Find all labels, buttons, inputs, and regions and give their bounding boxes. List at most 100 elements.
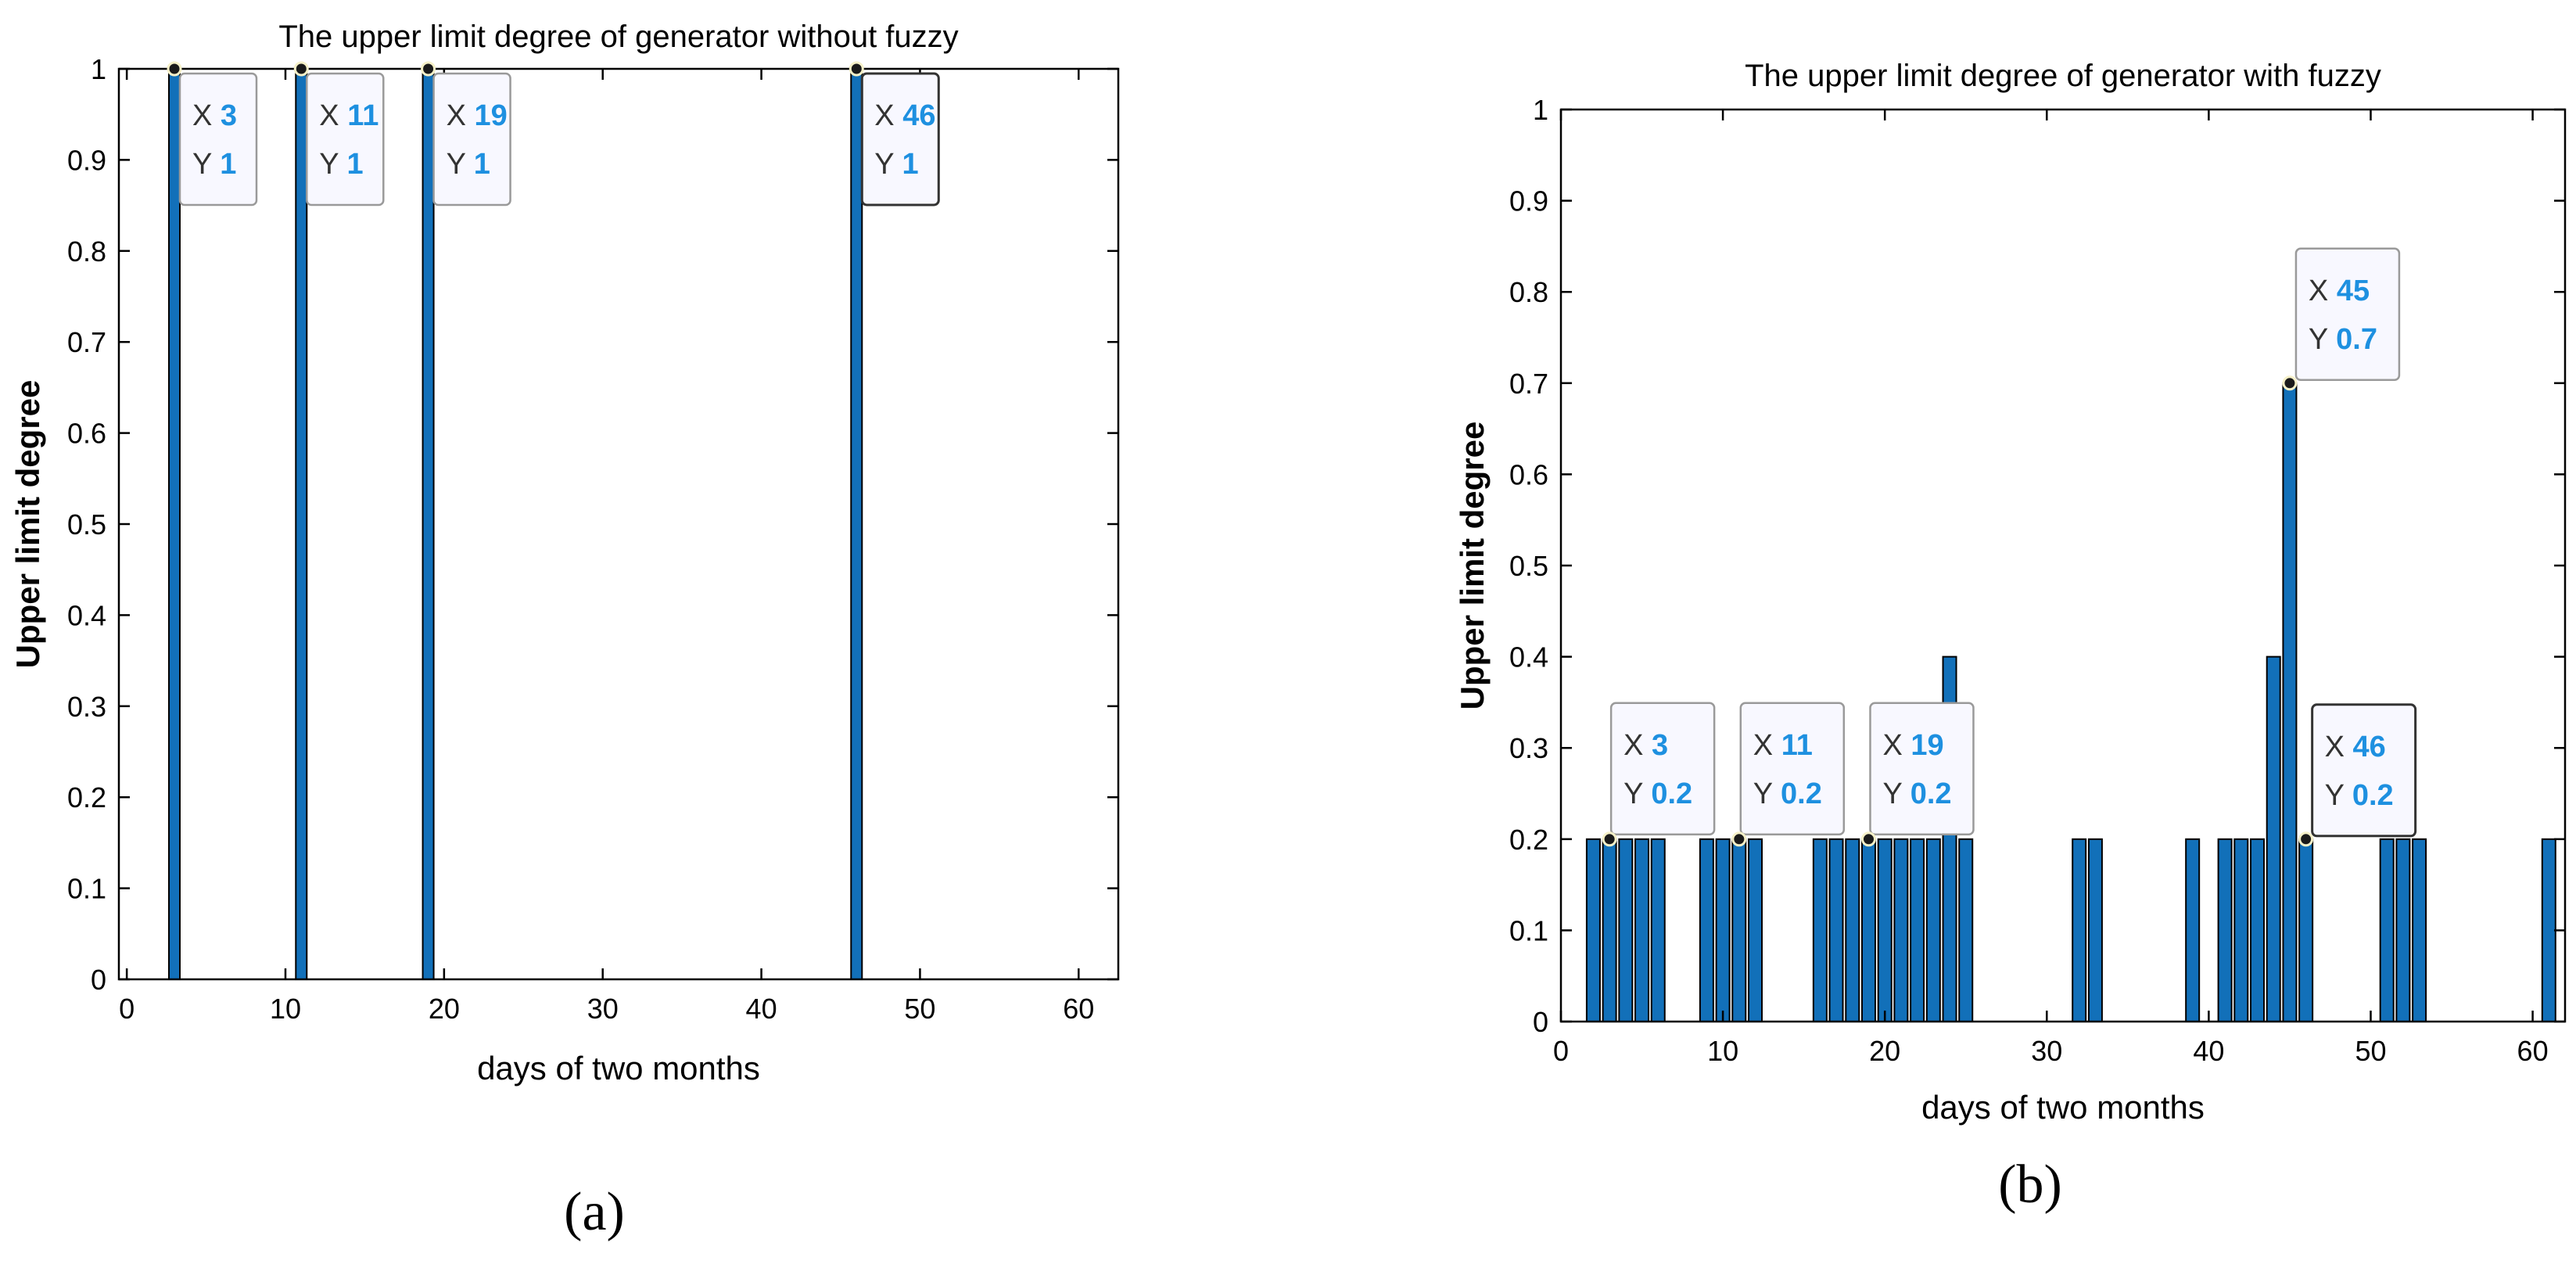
datatip-box (432, 72, 511, 207)
datatip-y-label: Y (2325, 779, 2352, 812)
datatip-x-value: 46 (2353, 731, 2386, 763)
bar (2298, 838, 2314, 1023)
y-tick-label: 0.1 (67, 873, 106, 905)
datatip-y-value: 0.2 (1910, 778, 1952, 810)
y-tick-label: 0.1 (1509, 914, 1548, 946)
panel-label-a: (a) (564, 1182, 625, 1242)
datatip-box (306, 72, 385, 207)
datatip-y-value: 0.2 (1651, 778, 1692, 810)
y-tick-label: 0 (91, 964, 106, 996)
datatip-y-label: Y (2309, 323, 2336, 356)
y-tick-label: 0.6 (67, 418, 106, 450)
y-tick-label: 0.8 (67, 235, 106, 268)
bar (295, 68, 308, 980)
x-tick-label: 0 (119, 993, 135, 1025)
datatip-x-label: X (447, 99, 475, 132)
y-tick-label: 0.7 (1509, 368, 1548, 400)
x-tick-label: 40 (2193, 1035, 2224, 1067)
bar (1893, 838, 1909, 1023)
datatip: X 3 Y 1 (167, 61, 258, 207)
datatip-x-row: X 11 (1753, 729, 1813, 762)
bar (1958, 838, 1974, 1023)
datatip: X 46Y 0.2 (2298, 703, 2417, 847)
y-tick-label: 1 (91, 53, 106, 85)
datatip-box (2311, 703, 2417, 838)
bar (422, 68, 435, 980)
bar (1650, 838, 1666, 1023)
y-tick-label: 0 (1533, 1006, 1548, 1038)
x-tick-label: 20 (429, 993, 460, 1025)
datatip-y-row: Y 1 (192, 148, 236, 181)
datatip-x-label: X (319, 99, 347, 132)
y-axis-label: Upper limit degree (1454, 422, 1491, 710)
y-axis-label: Upper limit degree (9, 380, 46, 669)
datatip-x-value: 19 (1910, 729, 1943, 762)
bar (2072, 838, 2087, 1023)
datatip-marker (421, 61, 436, 77)
x-tick-label: 50 (904, 993, 935, 1025)
y-tick-label: 0.2 (67, 781, 106, 813)
bar (1812, 838, 1828, 1023)
bar (1828, 838, 1844, 1023)
datatip-box (1739, 702, 1846, 836)
datatip-y-value: 0.2 (1781, 778, 1822, 810)
datatip-x-row: X 19 (1882, 729, 1943, 762)
bar (2282, 382, 2298, 1022)
datatip-y-row: Y 0.7 (2309, 323, 2377, 356)
panel-label-b: (b) (1998, 1155, 2062, 1215)
y-tick-label: 0.9 (67, 144, 106, 176)
datatip-x-value: 19 (474, 99, 507, 132)
datatip-marker (2282, 375, 2298, 391)
datatip-y-label: Y (1753, 778, 1781, 810)
y-tick-label: 0.5 (1509, 550, 1548, 582)
y-tick-label: 0.8 (1509, 276, 1548, 308)
datatip-x-row: X 3 (192, 99, 237, 132)
datatip-x-label: X (192, 99, 221, 132)
bar (1602, 838, 1617, 1023)
datatip-x-value: 46 (902, 99, 935, 132)
x-tick-label: 60 (2517, 1035, 2549, 1067)
datatip-y-label: Y (447, 148, 474, 181)
datatip-y-row: Y 1 (447, 148, 490, 181)
bar (1618, 838, 1634, 1023)
datatip-x-row: X 46 (874, 99, 935, 132)
y-tick-label: 0.3 (67, 691, 106, 723)
datatip: X 3 Y 0.2 (1602, 702, 1716, 847)
x-tick-label: 50 (2355, 1035, 2386, 1067)
bar (1731, 838, 1747, 1023)
datatip-y-row: Y 1 (319, 148, 363, 181)
x-axis-label: days of two months (477, 1050, 760, 1086)
y-tick-label: 0.4 (1509, 641, 1548, 673)
datatip-box (2294, 247, 2401, 382)
bar (1877, 838, 1893, 1023)
bar (2250, 838, 2266, 1023)
bar (1748, 838, 1763, 1023)
chart-b: The upper limit degree of generator with… (1454, 59, 2567, 1126)
datatip-x-value: 11 (347, 99, 379, 132)
y-tick-label: 0.3 (1509, 732, 1548, 764)
x-tick-label: 40 (746, 993, 777, 1025)
x-axis-label: days of two months (1921, 1089, 2205, 1126)
y-tick-label: 0.7 (67, 326, 106, 358)
bar (2541, 838, 2556, 1023)
x-tick-label: 60 (1063, 993, 1094, 1025)
x-tick-label: 10 (270, 993, 301, 1025)
bar (1715, 838, 1731, 1023)
datatip-box (860, 72, 940, 207)
datatip-marker (2298, 831, 2314, 847)
x-tick-label: 10 (1707, 1035, 1738, 1067)
datatip-y-row: Y 0.2 (1623, 778, 1692, 810)
bar (168, 68, 181, 980)
datatip-y-value: 1 (902, 148, 919, 181)
bar (2266, 655, 2281, 1022)
datatip-x-value: 3 (1652, 729, 1668, 762)
datatip-x-value: 11 (1781, 729, 1813, 762)
datatip-y-row: Y 0.2 (1753, 778, 1822, 810)
datatip-x-label: X (2309, 275, 2337, 307)
bar (2412, 838, 2427, 1023)
datatip-x-label: X (1623, 729, 1652, 762)
datatip-box (1869, 702, 1975, 836)
datatip-x-label: X (874, 99, 902, 132)
chart-title: The upper limit degree of generator with… (278, 20, 958, 54)
datatip-x-row: X 19 (447, 99, 508, 132)
